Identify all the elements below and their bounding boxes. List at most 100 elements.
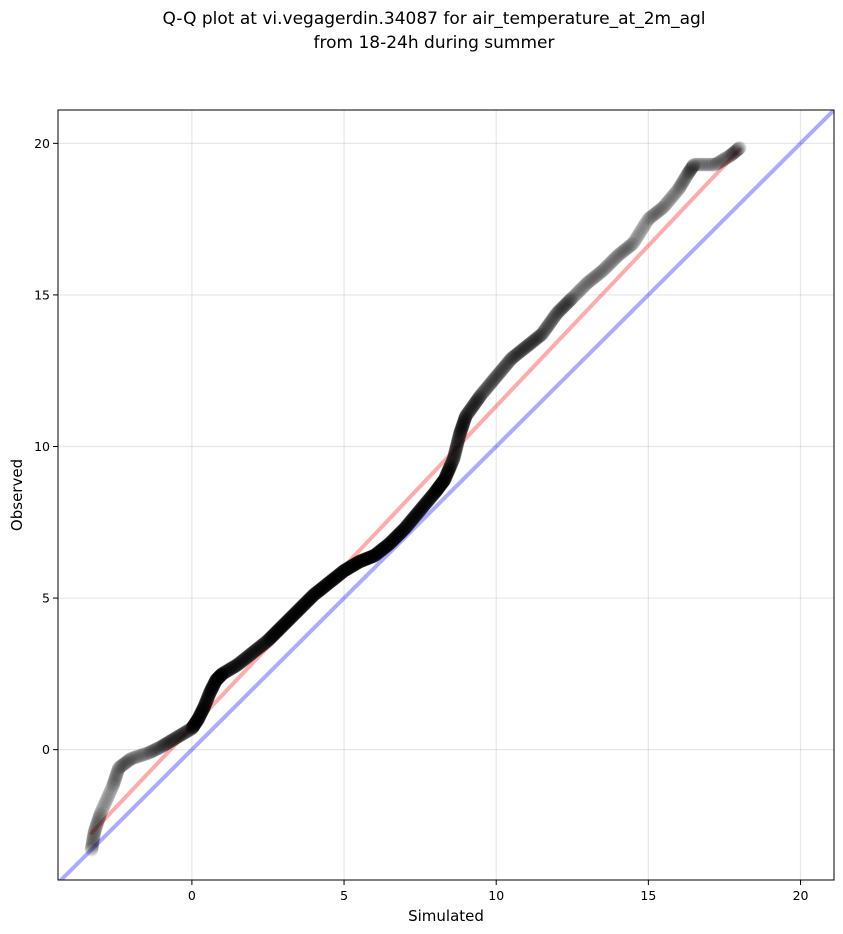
quantile-point [233, 655, 248, 670]
quantile-point [191, 711, 206, 726]
quantile-point [151, 741, 166, 755]
quantile-point [684, 161, 699, 176]
quantile-point [124, 751, 138, 766]
x-tick-label: 10 [488, 888, 504, 903]
quantile-point [536, 325, 550, 340]
quantile-point [321, 576, 336, 590]
quantile-point [239, 650, 254, 665]
quantile-point [671, 181, 686, 196]
quantile-point [431, 481, 445, 496]
quantile-point [191, 712, 205, 727]
quantile-point [282, 611, 297, 626]
quantile-point [363, 550, 378, 565]
quantile-point [650, 205, 664, 220]
quantile-point [192, 708, 207, 723]
quantile-point [291, 603, 306, 618]
quantile-point [543, 315, 558, 330]
quantile-point [115, 758, 130, 773]
quantile-point [229, 658, 244, 673]
quantile-point [507, 349, 522, 363]
quantile-point [396, 522, 411, 537]
quantile-point [653, 202, 668, 217]
quantile-point [303, 591, 318, 606]
quantile-point [456, 415, 471, 430]
quantile-point [96, 800, 111, 815]
quantile-point [349, 556, 363, 571]
quantile-point [212, 669, 227, 684]
quantile-point [732, 141, 746, 156]
quantile-point [295, 598, 310, 613]
quantile-point [275, 619, 290, 634]
quantile-point [199, 694, 214, 709]
quantile-point [432, 479, 447, 494]
quantile-point [84, 841, 99, 856]
quantile-point [640, 213, 655, 228]
quantile-point [468, 395, 483, 410]
quantile-point [462, 404, 476, 419]
quantile-point [590, 268, 605, 282]
quantile-point [98, 796, 112, 811]
quantile-point [557, 298, 572, 313]
quantile-point [307, 587, 322, 602]
quantile-point [728, 144, 742, 159]
quantile-point [415, 500, 430, 515]
quantile-point [128, 750, 142, 765]
quantile-point [677, 172, 692, 186]
quantile-point [370, 546, 385, 560]
quantile-point [205, 679, 220, 694]
quantile-point [444, 457, 458, 472]
quantile-point [257, 636, 272, 651]
quantile-point [727, 145, 742, 160]
quantile-point [473, 389, 487, 404]
quantile-point [88, 820, 103, 835]
quantile-point [633, 224, 648, 239]
grid-lines [58, 110, 834, 880]
quantile-point [489, 369, 504, 384]
quantile-point [589, 268, 604, 283]
quantile-point [459, 407, 474, 422]
quantile-point [683, 162, 698, 177]
quantile-point [148, 742, 163, 757]
quantile-point [234, 654, 249, 669]
quantile-point [380, 538, 395, 553]
quantile-point [556, 299, 571, 314]
chart-title-line-2: from 18-24h during summer [314, 33, 555, 53]
quantile-point [187, 718, 201, 733]
quantile-point [162, 735, 176, 749]
quantile-point [105, 781, 119, 795]
quantile-point [134, 748, 149, 763]
quantile-point [105, 779, 120, 793]
quantile-point [669, 184, 684, 199]
quantile-point [438, 471, 453, 486]
quantile-point [426, 487, 441, 502]
quantile-point [455, 419, 470, 434]
quantile-point [344, 559, 359, 574]
quantile-point [420, 494, 435, 508]
quantile-point [237, 652, 251, 667]
quantile-point [431, 480, 446, 495]
quantile-point [622, 239, 637, 253]
quantile-point [86, 828, 101, 843]
quantile-point [446, 451, 461, 466]
quantile-point [525, 335, 539, 350]
quantile-point [407, 509, 422, 524]
quantile-point [403, 514, 418, 529]
quantile-point [726, 145, 741, 160]
quantile-point [638, 217, 653, 232]
quantile-point [188, 716, 203, 731]
quantile-point [677, 173, 691, 188]
quantile-point [625, 237, 639, 252]
quantile-point [334, 565, 349, 580]
quantile-point [351, 555, 366, 570]
quantile-point [553, 302, 568, 317]
quantile-point [213, 669, 228, 683]
quantile-point [639, 215, 654, 230]
quantile-point [107, 773, 122, 788]
quantile-point [193, 707, 208, 722]
quantile-point [500, 356, 514, 371]
quantile-point [517, 341, 532, 356]
quantile-point [596, 262, 611, 277]
quantile-point [467, 397, 482, 411]
quantile-point [369, 546, 384, 561]
